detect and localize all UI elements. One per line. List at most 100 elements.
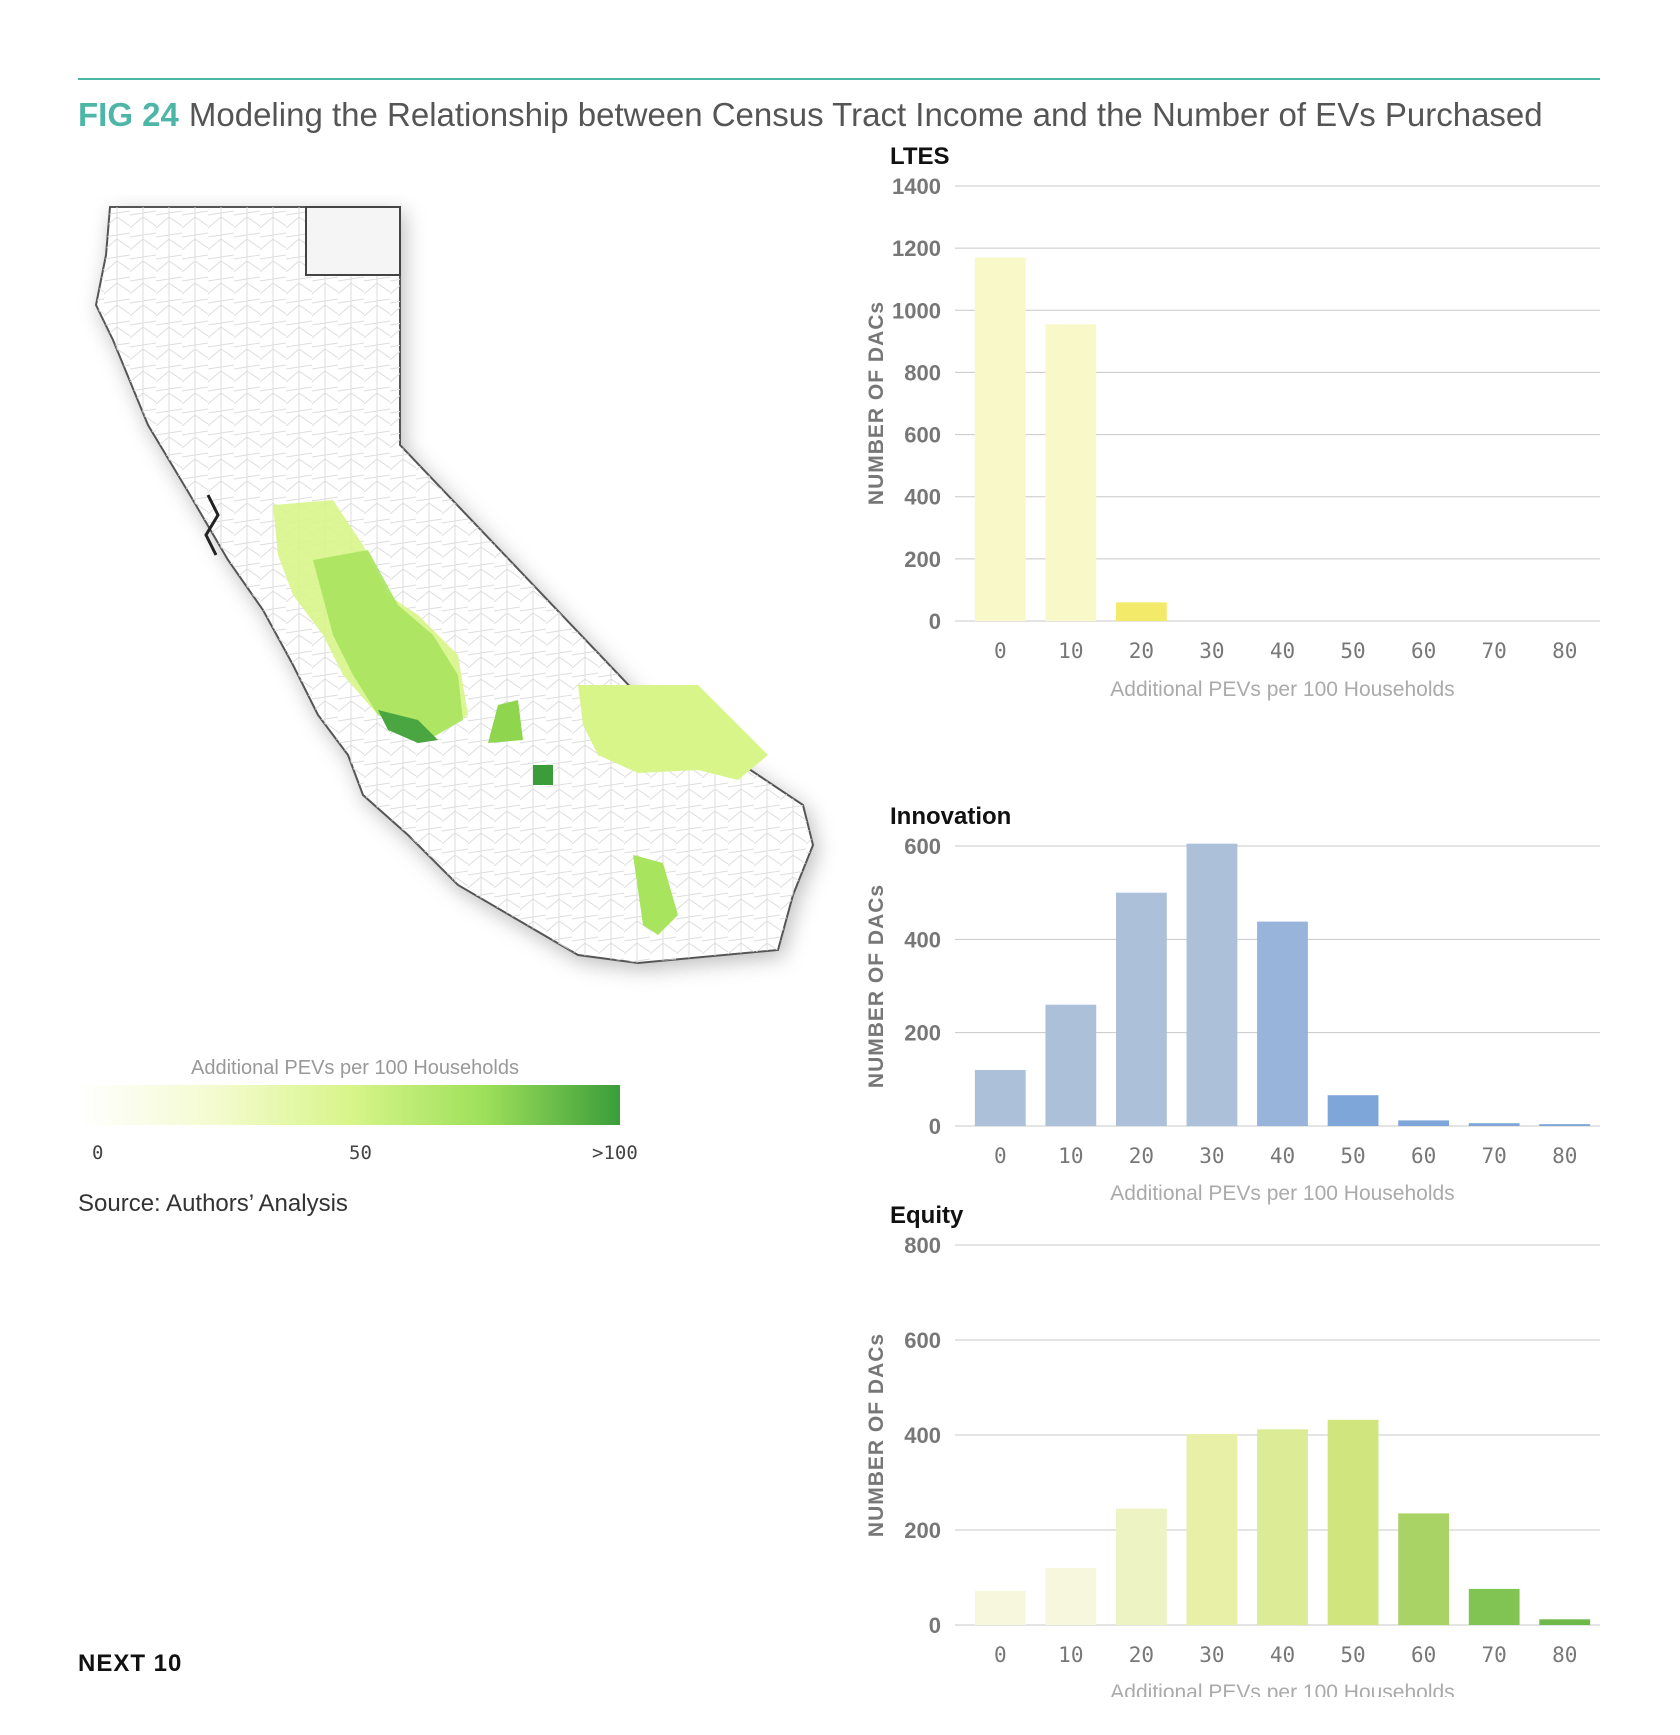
map-legend-tick-mid: 50 [349,1142,372,1164]
x-tick-label: 70 [1482,1144,1507,1168]
bar [1539,1124,1591,1126]
bar [974,1070,1026,1126]
figure-number: FIG 24 [78,96,179,133]
top-rule [78,78,1600,80]
map-legend-title: Additional PEVs per 100 Households [191,1057,519,1079]
figure-title: FIG 24 Modeling the Relationship between … [78,96,1638,134]
chart-ltes-svg: 0 200 400 600 800 1000 1200 1400 0 10 20 30 40 50 60 70… [865,178,1600,701]
bar [1045,1004,1097,1126]
bar [1257,1429,1308,1625]
x-tick-label: 70 [1482,1643,1507,1667]
mojave-light [578,685,768,780]
publisher-footer: NEXT 10 [78,1650,183,1677]
y-tick-label: 200 [904,1021,941,1046]
x-tick-label: 60 [1411,639,1436,663]
y-tick-label: 1400 [892,178,941,199]
map-inset-box [305,206,401,276]
x-tick-label: 10 [1058,1643,1083,1667]
x-tick-label: 60 [1411,1144,1436,1168]
y-tick-label: 800 [904,360,941,385]
bar [1468,1588,1520,1625]
bar [1539,1619,1591,1625]
bar [1257,921,1308,1126]
y-tick-label: 600 [904,1328,941,1353]
y-tick-label: 200 [904,1518,941,1543]
chart-equity: Equity 0 200 400 600 800 0 10 20 30 40 50 60 70 80 Add… [850,1202,1610,1697]
y-tick-label: 600 [904,838,941,859]
chart-innovation: Innovation 0 200 400 600 0 10 20 30 40 50 60 70 80 Ad… [850,803,1610,1205]
bar [1327,1095,1379,1126]
desert-mid [488,700,523,743]
map-legend-gradient [78,1085,620,1125]
x-tick-label: 0 [994,1144,1007,1168]
kern-dark [378,710,438,743]
x-axis-label: Additional PEVs per 100 Households [1110,1182,1454,1205]
x-axis-label: Additional PEVs per 100 Households [1110,678,1454,701]
chart-equity-svg: 0 200 400 600 800 0 10 20 30 40 50 60 70 80 Additional… [865,1237,1600,1697]
x-tick-label: 50 [1340,1144,1365,1168]
bar [974,1590,1026,1625]
bar [1115,602,1167,621]
map-legend-tick-max: >100 [592,1142,638,1164]
y-tick-label: 400 [904,927,941,952]
central-valley-mid [313,550,463,740]
y-tick-label: 200 [904,547,941,572]
bar [1045,324,1097,621]
map-legend-tick-min: 0 [92,1142,104,1164]
map-svg [94,206,815,965]
x-tick-label: 50 [1340,1643,1365,1667]
figure-title-text: Modeling the Relationship between Census… [188,96,1543,133]
y-tick-label: 400 [904,1423,941,1448]
x-tick-label: 30 [1199,1144,1224,1168]
x-tick-label: 40 [1270,639,1295,663]
bar [1186,1434,1238,1625]
x-tick-label: 30 [1199,639,1224,663]
california-map [78,195,838,1045]
x-tick-label: 40 [1270,1643,1295,1667]
y-tick-label: 600 [904,423,941,448]
bar [1468,1123,1520,1126]
y-tick-label: 0 [929,609,941,634]
x-tick-label: 10 [1058,1144,1083,1168]
chart-title: Innovation [890,803,1012,830]
x-tick-label: 20 [1129,1144,1154,1168]
x-tick-label: 40 [1270,1144,1295,1168]
x-tick-label: 80 [1552,1643,1577,1667]
y-axis-label: NUMBER OF DACs [865,884,888,1088]
bar [1186,843,1238,1126]
source-note: Source: Authors’ Analysis [78,1190,348,1217]
y-tick-label: 1000 [892,298,941,323]
y-tick-label: 1200 [892,236,941,261]
x-tick-label: 70 [1482,639,1507,663]
chart-title: Equity [890,1202,964,1229]
x-tick-label: 10 [1058,639,1083,663]
y-tick-label: 800 [904,1237,941,1258]
y-axis-label: NUMBER OF DACs [865,1333,888,1537]
x-tick-label: 50 [1340,639,1365,663]
bar [1045,1568,1097,1625]
x-axis-label: Additional PEVs per 100 Households [1110,1681,1454,1697]
imperial-light [633,855,678,935]
y-tick-label: 0 [929,1613,941,1638]
bar [1115,1508,1167,1625]
chart-ltes: LTES 0 200 400 600 800 1000 1200 1400 0 10 20 30 40 5… [850,143,1610,783]
y-tick-label: 0 [929,1114,941,1139]
bar [1327,1419,1379,1625]
bar [1115,892,1167,1126]
bar [1398,1120,1450,1126]
x-tick-label: 80 [1552,1144,1577,1168]
bar [974,257,1026,621]
x-tick-label: 0 [994,1643,1007,1667]
chart-innovation-svg: 0 200 400 600 0 10 20 30 40 50 60 70 80 Additional PE… [865,838,1600,1205]
x-tick-label: 0 [994,639,1007,663]
chart-title: LTES [890,143,950,170]
y-axis-label: NUMBER OF DACs [865,301,888,505]
bay-area-lines [204,494,220,556]
x-tick-label: 80 [1552,639,1577,663]
x-tick-label: 30 [1199,1643,1224,1667]
x-tick-label: 20 [1129,639,1154,663]
y-tick-label: 400 [904,485,941,510]
bar [1398,1513,1450,1625]
x-tick-label: 60 [1411,1643,1436,1667]
x-tick-label: 20 [1129,1643,1154,1667]
